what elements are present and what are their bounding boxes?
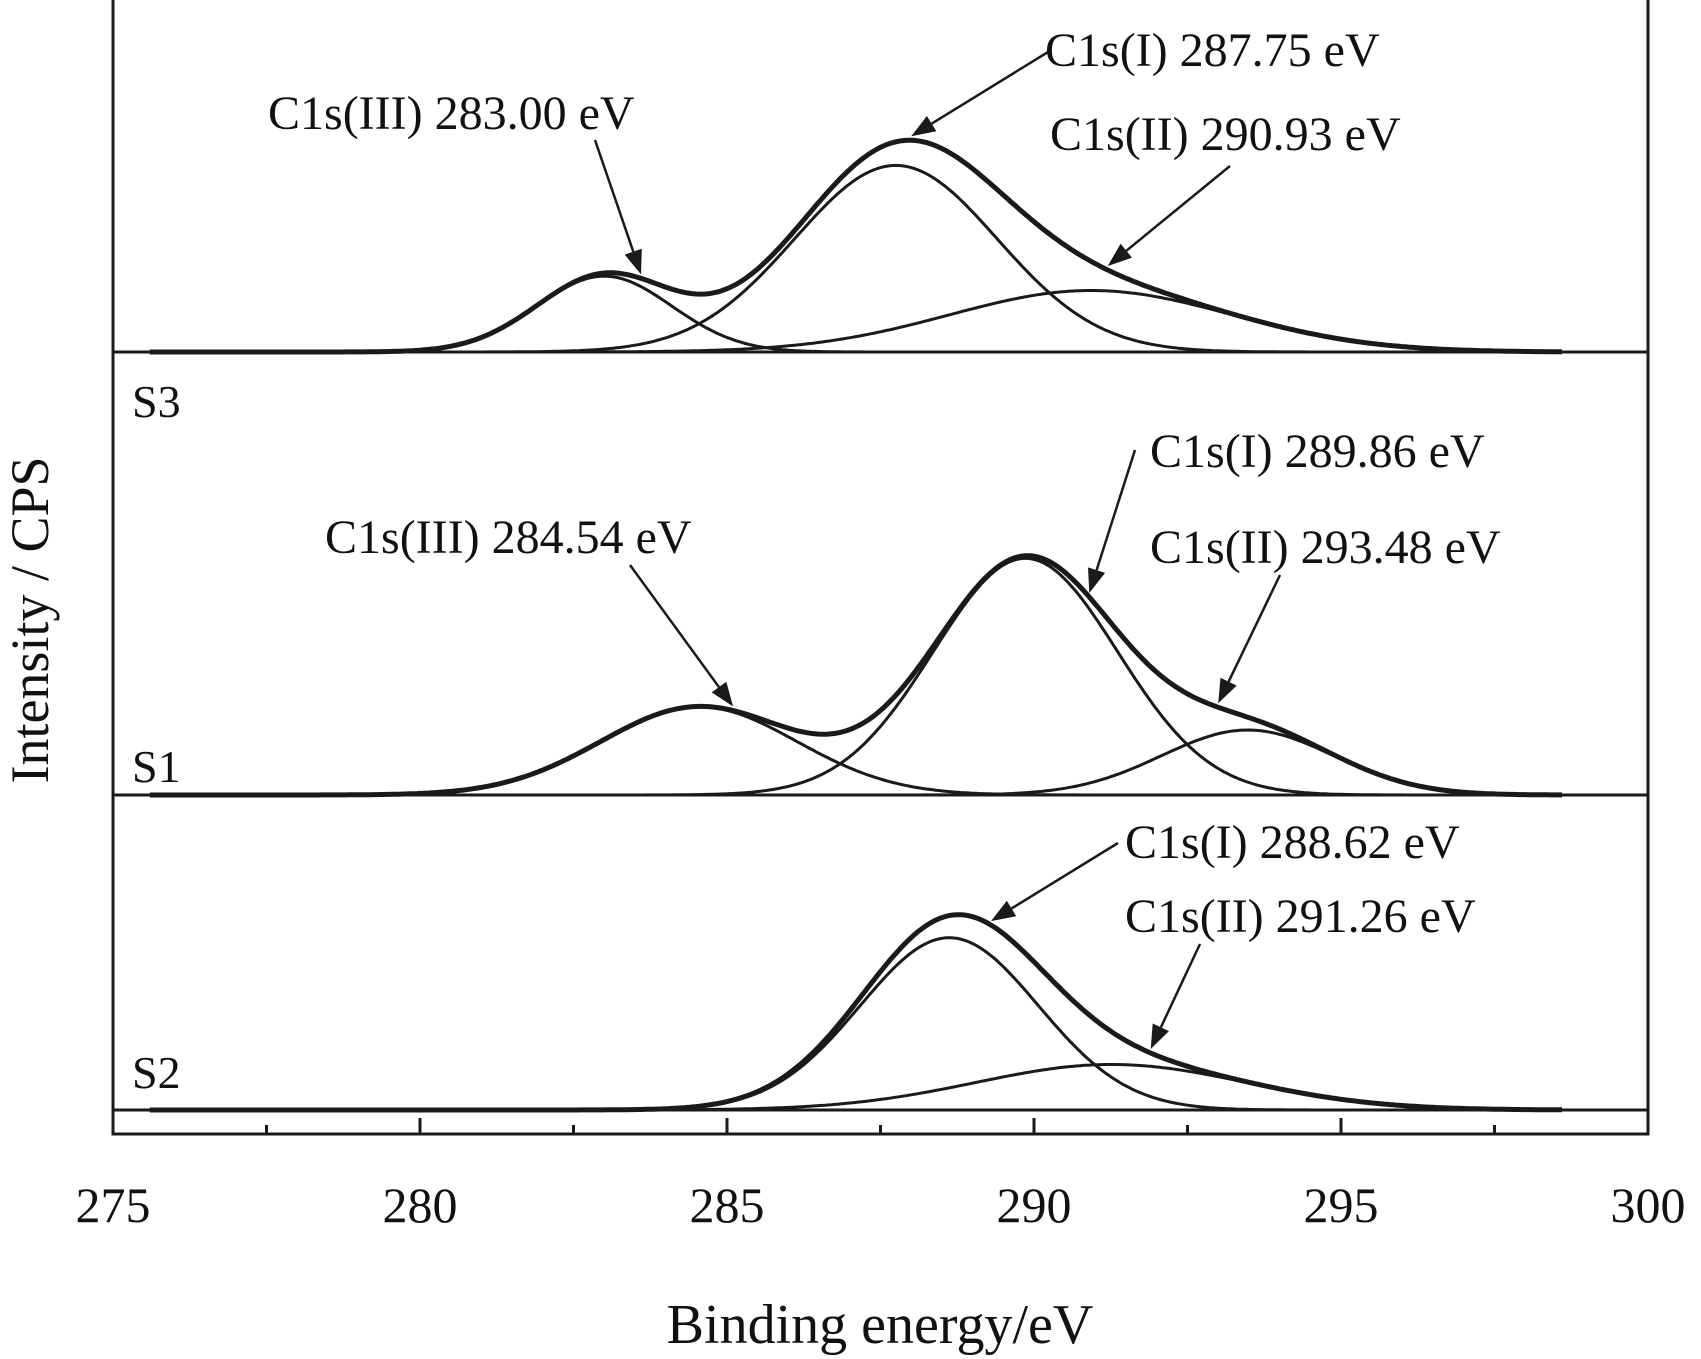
panel-s3-annotation-2: C1s(I) 287.75 eV: [1045, 24, 1380, 77]
panel-s3-peak-2: [149, 163, 1562, 354]
panel-s3-arrow-3: [1125, 165, 1231, 252]
x-tick-label: 285: [690, 1177, 765, 1233]
x-tick-label: 280: [383, 1177, 458, 1233]
panel-s3-sample-label: S3: [132, 376, 181, 427]
panel-s2: S2 C1s(I) 288.62 eV C1s(II) 291.26 eV: [113, 816, 1648, 1113]
panel-s2-annotation-1: C1s(I) 288.62 eV: [1125, 816, 1460, 869]
x-tick-label: 300: [1611, 1177, 1686, 1233]
panel-s2-annotation-2: C1s(II) 291.26 eV: [1125, 890, 1476, 943]
panel-s2-sample-label: S2: [132, 1047, 181, 1098]
panel-s1-arrow-1: [628, 564, 721, 688]
panel-s3-arrowhead-3: [1107, 243, 1132, 266]
panel-s2-envelope: [149, 912, 1562, 1113]
panel-s2-peak-2: [149, 1063, 1562, 1112]
panel-s2-arrow-1: [1010, 841, 1119, 910]
panel-s3: S3 C1s(III) 283.00 eV C1s(I) 287.75 eV C…: [113, 24, 1648, 427]
panel-s1-arrow-2: [1095, 449, 1137, 571]
panel-s3-envelope: [149, 137, 1563, 355]
x-tick-label: 275: [76, 1177, 151, 1233]
panel-s1-annotation-3: C1s(II) 293.48 eV: [1150, 521, 1501, 574]
x-tick-label: 295: [1304, 1177, 1379, 1233]
panel-s2-arrowhead-1: [991, 900, 1017, 922]
panel-s3-arrowhead-2: [911, 116, 937, 137]
panel-s3-arrowhead-1: [624, 248, 642, 275]
x-axis: 275 280 285 290 295 300 Binding energy/e…: [76, 1118, 1686, 1356]
panel-s1-arrow-3: [1227, 574, 1282, 683]
panel-s1-arrowhead-2: [1088, 567, 1106, 593]
panel-s1-peak-2: [149, 556, 1562, 797]
x-tick-label: 290: [997, 1177, 1072, 1233]
panel-s2-arrowhead-2: [1150, 1023, 1169, 1049]
panel-s1: S1 C1s(III) 284.54 eV C1s(I) 289.86 eV C…: [113, 425, 1648, 798]
y-axis-title: Intensity / CPS: [0, 456, 60, 783]
panel-s3-arrow-2: [930, 50, 1049, 125]
panel-s2-arrow-2: [1159, 943, 1202, 1028]
panel-s3-annotation-3: C1s(II) 290.93 eV: [1050, 108, 1401, 161]
panel-s3-annotation-1: C1s(III) 283.00 eV: [268, 87, 635, 140]
panel-s3-arrow-1: [593, 139, 635, 253]
panel-s1-sample-label: S1: [132, 741, 181, 792]
x-axis-title: Binding energy/eV: [667, 1294, 1094, 1356]
panel-s1-annotation-1: C1s(III) 284.54 eV: [325, 511, 692, 564]
panel-s2-peak-1: [149, 936, 1562, 1112]
panel-s1-envelope: [149, 553, 1562, 798]
panel-s1-annotation-2: C1s(I) 289.86 eV: [1150, 425, 1485, 478]
panel-s1-arrowhead-3: [1218, 677, 1237, 704]
panel-s1-arrowhead-1: [711, 681, 734, 707]
